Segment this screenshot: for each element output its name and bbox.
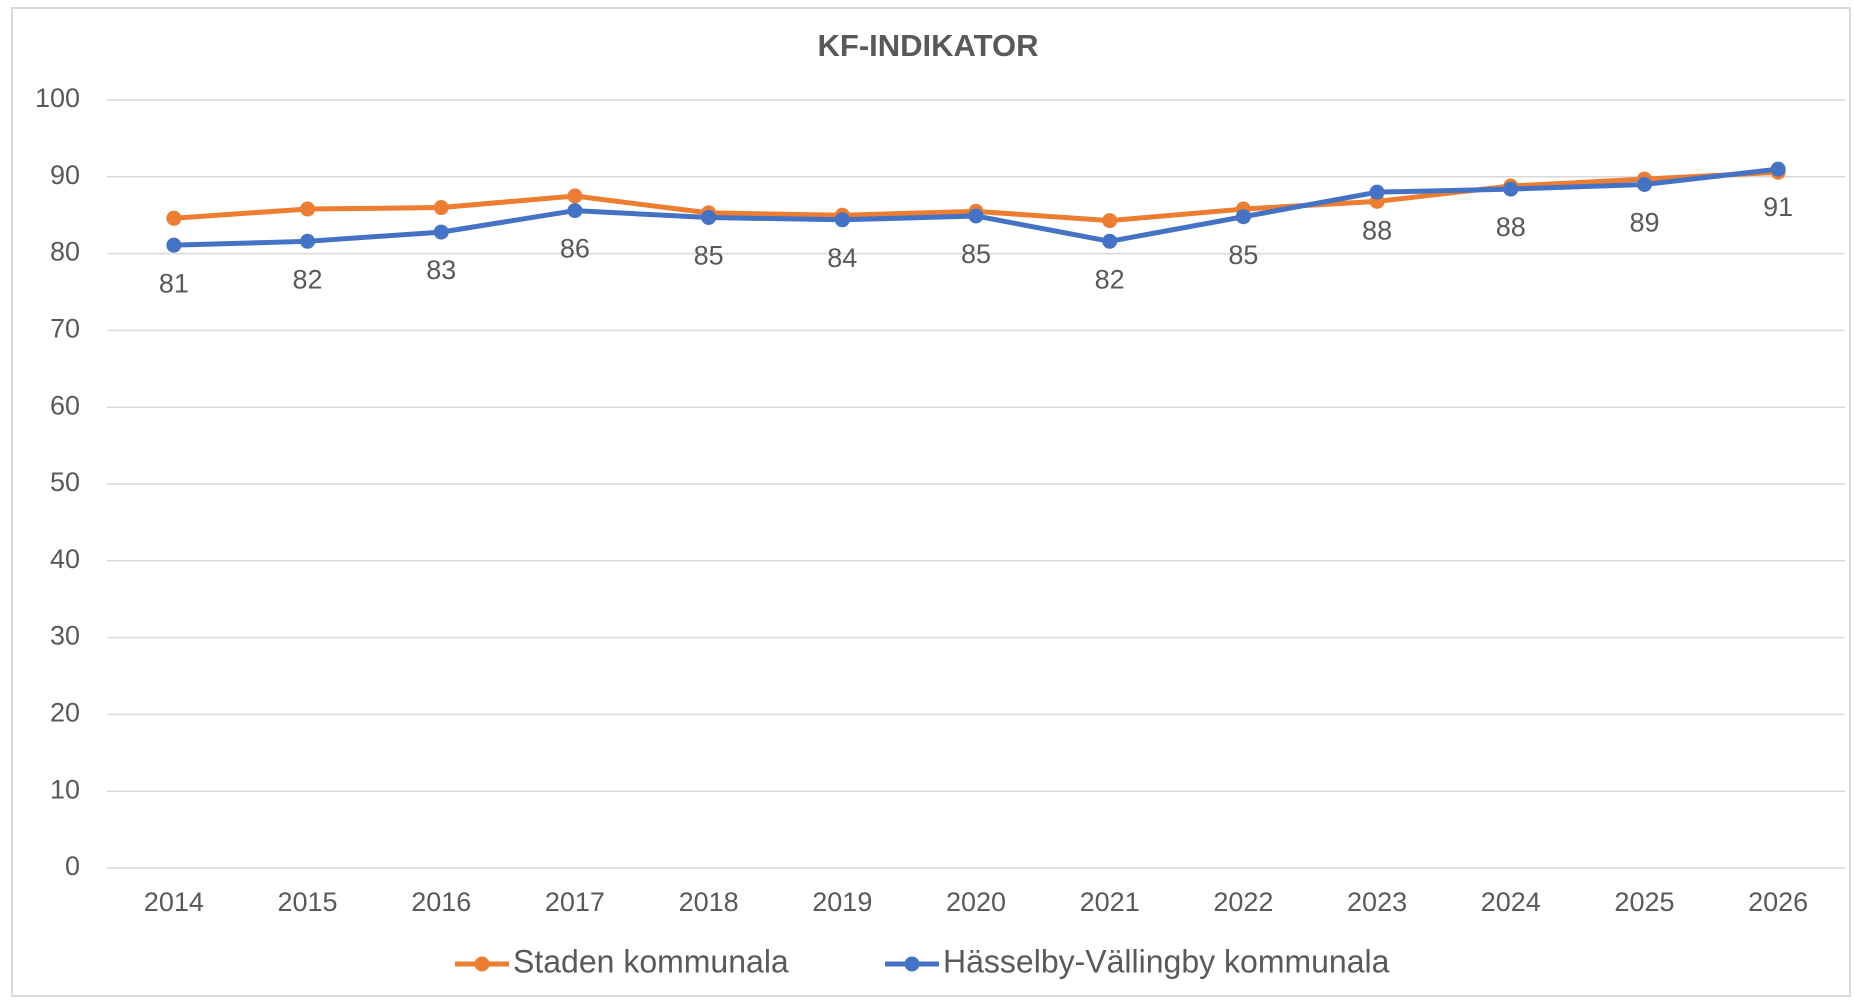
line-point <box>1503 181 1519 197</box>
x-tick-label: 2015 <box>277 887 337 917</box>
data-label: 85 <box>1228 240 1258 270</box>
legend-label: Staden kommunala <box>513 943 789 979</box>
line-point <box>1369 184 1385 200</box>
legend-marker <box>474 956 490 972</box>
chart-title: KF-INDIKATOR <box>818 28 1039 63</box>
line-point <box>166 237 182 253</box>
x-tick-label: 2020 <box>946 887 1006 917</box>
data-label: 91 <box>1763 192 1793 222</box>
x-tick-label: 2026 <box>1748 887 1808 917</box>
legend-marker <box>904 956 920 972</box>
y-tick-label: 90 <box>50 160 80 190</box>
data-label: 88 <box>1496 212 1526 242</box>
data-label: 81 <box>159 268 189 298</box>
data-label: 83 <box>426 255 456 285</box>
line-point <box>433 200 449 216</box>
data-label: 89 <box>1629 208 1659 238</box>
y-tick-label: 40 <box>50 544 80 574</box>
line-point <box>433 224 449 240</box>
data-label: 88 <box>1362 215 1392 245</box>
x-tick-label: 2023 <box>1347 887 1407 917</box>
y-tick-label: 20 <box>50 698 80 728</box>
x-tick-label: 2022 <box>1213 887 1273 917</box>
line-point <box>1770 161 1786 177</box>
line-point <box>300 233 316 249</box>
line-point <box>834 212 850 228</box>
data-label: 84 <box>827 243 857 273</box>
data-label: 86 <box>560 234 590 264</box>
x-tick-label: 2014 <box>144 887 204 917</box>
x-tick-label: 2016 <box>411 887 471 917</box>
x-tick-label: 2024 <box>1481 887 1541 917</box>
y-tick-label: 60 <box>50 390 80 420</box>
line-point <box>1636 176 1652 192</box>
y-tick-label: 70 <box>50 314 80 344</box>
chart-frame <box>11 7 1851 997</box>
line-point <box>1235 209 1251 225</box>
legend-label: Hässelby-Vällingby kommunala <box>943 943 1390 979</box>
x-tick-label: 2018 <box>679 887 739 917</box>
x-tick-label: 2017 <box>545 887 605 917</box>
y-tick-label: 30 <box>50 621 80 651</box>
x-tick-label: 2025 <box>1614 887 1674 917</box>
data-label: 82 <box>1095 264 1125 294</box>
x-tick-label: 2019 <box>812 887 872 917</box>
y-tick-label: 80 <box>50 237 80 267</box>
line-point <box>968 208 984 224</box>
line-point <box>1102 213 1118 229</box>
y-tick-label: 10 <box>50 774 80 804</box>
x-tick-label: 2021 <box>1080 887 1140 917</box>
data-label: 82 <box>293 264 323 294</box>
line-point <box>166 210 182 226</box>
y-tick-label: 50 <box>50 467 80 497</box>
data-label: 85 <box>961 239 991 269</box>
line-point <box>1102 233 1118 249</box>
line-point <box>300 201 316 217</box>
line-point <box>701 210 717 226</box>
y-tick-label: 0 <box>65 851 80 881</box>
line-point <box>567 188 583 204</box>
y-tick-label: 100 <box>35 83 80 113</box>
line-point <box>567 203 583 219</box>
data-label: 85 <box>694 241 724 271</box>
